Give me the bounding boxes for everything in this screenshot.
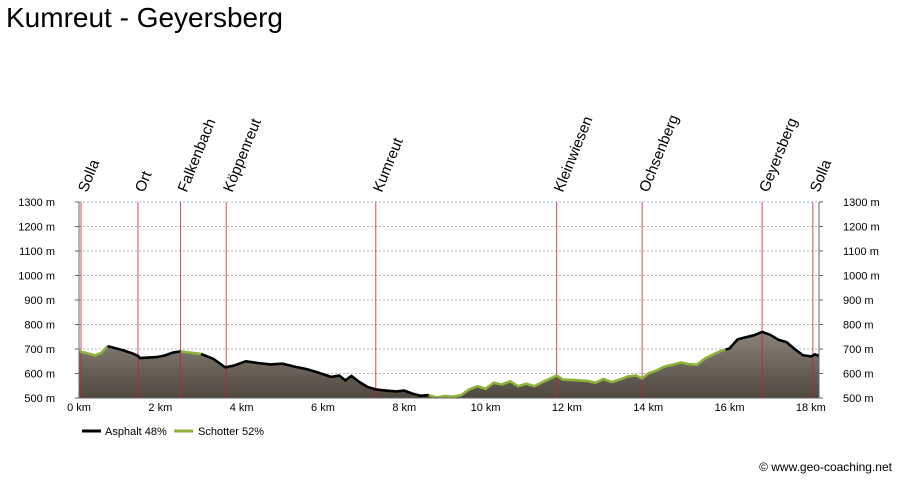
y-axis-left-labels: 500 m 600 m 700 m 800 m 900 m 1000 m 1100 m 120… [18, 197, 79, 405]
profile-segment-asphalt [200, 352, 429, 398]
y-tick-label-right: 500 m [843, 393, 874, 405]
legend-label-schotter: Schotter 52% [198, 426, 264, 438]
legend-label-asphalt: Asphalt 48% [105, 426, 167, 438]
y-tick-label-left: 500 m [24, 393, 55, 405]
profile-segment-schotter [428, 348, 726, 399]
y-tick-label-right: 1000 m [843, 271, 880, 283]
y-tick-label-left: 1000 m [18, 271, 55, 283]
place-labels: Solla Ort Falkenbach Köppenreut Kumreut Klein… [75, 112, 835, 194]
place-markers [80, 202, 814, 398]
y-tick-label-left: 700 m [24, 344, 55, 356]
place-label: Köppenreut [220, 115, 265, 194]
place-label: Kleinwiesen [551, 114, 597, 195]
x-axis-labels: 0 km 2 km 4 km 6 km 8 km 10 km 12 km 14 km 16 km… [67, 402, 826, 414]
x-tick-label: 10 km [471, 402, 501, 414]
y-tick-label-right: 1100 m [843, 246, 879, 258]
x-tick-label: 12 km [552, 402, 582, 414]
copyright-text: © www.geo-coaching.net [759, 460, 892, 474]
y-tick-label-right: 800 m [843, 320, 874, 332]
elevation-area [79, 331, 819, 398]
x-tick-label: 0 km [67, 402, 91, 414]
x-tick-label: 18 km [796, 402, 826, 414]
y-tick-label-right: 1200 m [843, 222, 880, 234]
profile-segment-asphalt [725, 330, 820, 358]
place-label: Falkenbach [175, 116, 220, 194]
place-label: Ochsenberg [636, 112, 682, 194]
x-tick-label: 2 km [148, 402, 172, 414]
y-tick-label-left: 1200 m [18, 222, 55, 234]
y-tick-label-left: 600 m [24, 369, 55, 381]
profile-segment-schotter [180, 350, 202, 356]
profile-line [78, 330, 820, 399]
place-label: Geyersberg [756, 115, 801, 194]
x-tick-label: 4 km [230, 402, 254, 414]
y-tick-label-left: 1300 m [18, 197, 55, 209]
x-tick-label: 8 km [392, 402, 416, 414]
profile-segment-schotter [78, 345, 109, 357]
y-tick-label-right: 1300 m [843, 197, 880, 209]
place-label: Kumreut [370, 135, 407, 195]
y-tick-label-left: 1100 m [19, 246, 55, 258]
x-tick-label: 14 km [633, 402, 663, 414]
y-tick-label-right: 900 m [843, 295, 874, 307]
x-tick-label: 16 km [715, 402, 745, 414]
y-tick-label-left: 800 m [24, 320, 55, 332]
y-tick-label-right: 700 m [843, 344, 874, 356]
chart-title: Kumreut - Geyersberg [6, 2, 283, 33]
profile-segment-asphalt [107, 344, 181, 360]
x-tick-label: 6 km [311, 402, 335, 414]
y-tick-label-right: 600 m [843, 369, 874, 381]
place-label: Ort [132, 168, 156, 194]
y-axis-right-labels: 500 m 600 m 700 m 800 m 900 m 1000 m 1100 m 120… [819, 197, 880, 405]
legend: Asphalt 48% Schotter 52% [82, 426, 264, 438]
gridlines [79, 201, 819, 374]
place-label: Solla [807, 157, 836, 195]
y-tick-label-left: 900 m [24, 295, 55, 307]
place-label: Solla [75, 157, 104, 195]
